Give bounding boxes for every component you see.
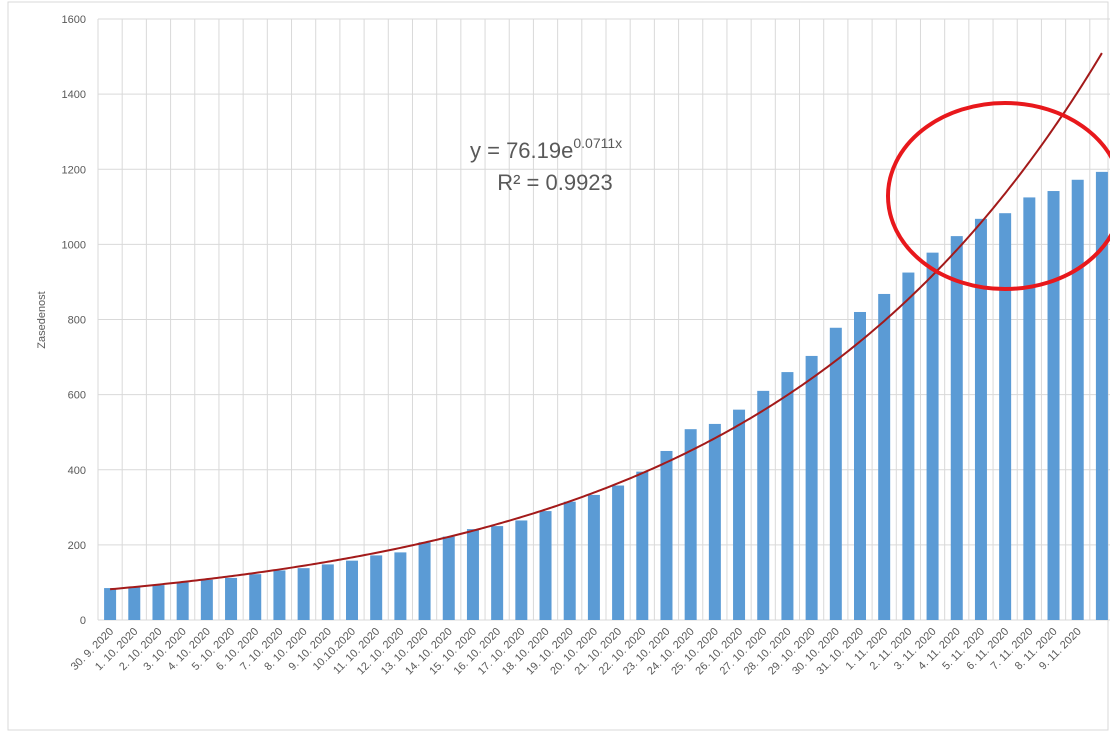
bar (346, 560, 358, 620)
bar (321, 564, 334, 620)
bar (249, 574, 262, 620)
bar (757, 390, 770, 620)
bar (829, 327, 842, 620)
bar (999, 213, 1012, 620)
bar (273, 570, 286, 620)
bar (370, 555, 383, 620)
bar (418, 542, 431, 620)
bar (515, 520, 528, 620)
bar (104, 588, 117, 620)
bar (805, 355, 818, 620)
bar (708, 423, 721, 620)
bar (974, 218, 987, 620)
bar (297, 568, 310, 620)
bar (563, 501, 576, 620)
y-tick-label: 0 (80, 615, 86, 627)
bar (612, 485, 625, 620)
y-tick-label: 600 (68, 390, 86, 402)
bar (660, 450, 673, 620)
bar (1095, 171, 1108, 620)
bars (104, 171, 1108, 621)
bar (200, 579, 213, 620)
bar (1047, 191, 1060, 620)
grid (97, 18, 1110, 621)
y-tick-label: 200 (68, 540, 86, 552)
bar (636, 471, 649, 620)
bar (225, 577, 238, 620)
bar (902, 272, 915, 620)
bar (733, 409, 746, 620)
bar (878, 293, 891, 620)
y-tick-label: 400 (68, 465, 86, 477)
bar (491, 526, 504, 620)
equation-exponent: 0.0711x (573, 135, 622, 151)
bar (539, 511, 552, 620)
r-squared: R² = 0.9923 (497, 170, 613, 195)
bar (781, 372, 794, 620)
bar (926, 252, 939, 621)
bar (587, 494, 600, 620)
chart-border (7, 1, 1109, 731)
y-tick-label: 1000 (62, 239, 86, 251)
bar (466, 529, 479, 620)
bar (442, 536, 455, 620)
bar (1023, 197, 1036, 620)
y-tick-label: 800 (68, 315, 86, 327)
y-tick-label: 1600 (62, 14, 86, 26)
y-tick-label: 1200 (62, 164, 86, 176)
bar (950, 236, 963, 620)
bar (854, 311, 866, 620)
y-tick-label: 1400 (62, 89, 86, 101)
bar (684, 429, 697, 620)
bar (128, 587, 141, 620)
equation-base: y = 76.19e (470, 138, 573, 163)
highlight-circle (886, 101, 1110, 291)
trend-equation: y = 76.19e0.0711x (470, 135, 622, 163)
bar (176, 582, 189, 620)
y-axis-label: Zasedenost (36, 291, 48, 348)
bar (394, 552, 407, 620)
bar (1071, 179, 1084, 620)
bar (152, 585, 165, 620)
